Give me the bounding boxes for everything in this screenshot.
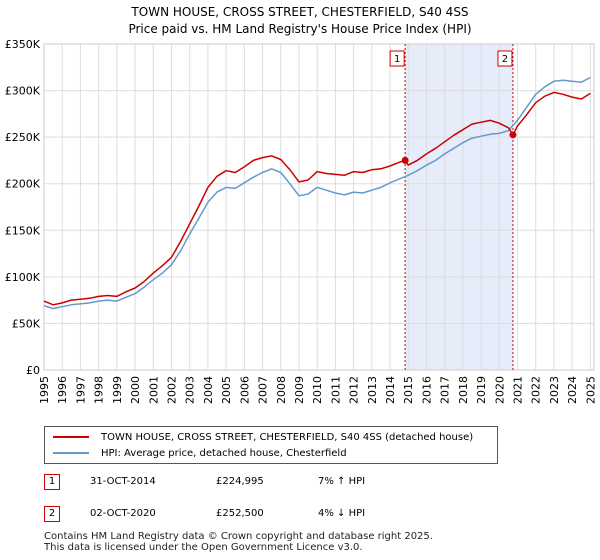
footer-line2: This data is licensed under the Open Gov… xyxy=(44,542,363,553)
chart-legend: TOWN HOUSE, CROSS STREET, CHESTERFIELD, … xyxy=(44,426,498,464)
sale-label-box xyxy=(389,50,405,67)
chart-title-line1: TOWN HOUSE, CROSS STREET, CHESTERFIELD, … xyxy=(131,5,469,19)
sale-date: 31-OCT-2014 xyxy=(90,476,156,487)
sale-hpi-change: 7% ↑ HPI xyxy=(318,476,366,487)
price-chart: £0 £50K £100K £150K £200K £250K £300K £350K 1995… xyxy=(5,38,598,404)
x-tick-label: 2021 xyxy=(512,376,525,404)
x-tick-label: 2003 xyxy=(184,376,197,404)
sale-label-box xyxy=(497,50,513,67)
x-tick-label: 2024 xyxy=(566,376,579,404)
x-tick-label: 2005 xyxy=(220,376,233,404)
series-line-hpi xyxy=(43,76,591,310)
x-tick-label: 2004 xyxy=(202,376,215,404)
sale-row: 1 31-OCT-2014 £224,995 7% ↑ HPI xyxy=(44,474,464,496)
x-tick-label: 2020 xyxy=(493,376,506,404)
x-tick-label: 2013 xyxy=(366,376,379,404)
legend-item-hpi: HPI: Average price, detached house, Ches… xyxy=(53,445,347,461)
footer-line1: Contains HM Land Registry data © Crown c… xyxy=(44,531,433,542)
y-tick-label: £250K xyxy=(5,131,41,144)
x-tick-label: 1996 xyxy=(56,376,69,404)
sale-period-shading xyxy=(405,44,513,370)
y-tick-label: £200K xyxy=(5,178,41,191)
x-tick-label: 2010 xyxy=(311,376,324,404)
x-tick-label: 2002 xyxy=(165,376,178,404)
x-tick-label: 2015 xyxy=(402,376,415,404)
chart-title: TOWN HOUSE, CROSS STREET, CHESTERFIELD, … xyxy=(0,4,600,38)
x-tick-label: 2000 xyxy=(129,376,142,404)
x-tick-label: 2009 xyxy=(293,376,306,404)
y-tick-label: £350K xyxy=(5,38,41,51)
footer-attribution: Contains HM Land Registry data © Crown c… xyxy=(44,531,433,553)
x-tick-label: 2023 xyxy=(548,376,561,404)
x-tick-label: 2001 xyxy=(147,376,160,404)
x-tick-label: 2019 xyxy=(475,376,488,404)
chart-title-line2: Price paid vs. HM Land Registry's House … xyxy=(128,22,472,36)
y-tick-label: £150K xyxy=(5,224,41,237)
x-tick-label: 2022 xyxy=(530,376,543,404)
legend-swatch-hpi xyxy=(53,452,89,454)
legend-item-property: TOWN HOUSE, CROSS STREET, CHESTERFIELD, … xyxy=(53,429,473,445)
sale-price: £224,995 xyxy=(216,476,264,487)
x-tick-label: 1998 xyxy=(93,376,106,404)
x-tick-label: 2006 xyxy=(238,376,251,404)
legend-label-hpi: HPI: Average price, detached house, Ches… xyxy=(101,447,347,459)
sale-marker-badge: 1 xyxy=(44,474,60,490)
plot-area-frame xyxy=(43,43,595,371)
y-tick-label: £50K xyxy=(12,317,41,330)
x-tick-label: 2012 xyxy=(348,376,361,404)
y-tick-label: £100K xyxy=(5,271,41,284)
x-tick-label: 2011 xyxy=(329,376,342,404)
sale-hpi-change: 4% ↓ HPI xyxy=(318,508,366,519)
x-tick-label: 2025 xyxy=(584,376,597,404)
series-line-property xyxy=(43,91,591,306)
x-tick-label: 1999 xyxy=(111,376,124,404)
sale-price: £252,500 xyxy=(216,508,264,519)
x-tick-label: 1995 xyxy=(38,376,51,404)
legend-label-property: TOWN HOUSE, CROSS STREET, CHESTERFIELD, … xyxy=(101,431,474,443)
x-tick-label: 2018 xyxy=(457,376,470,404)
sale-row: 2 02-OCT-2020 £252,500 4% ↓ HPI xyxy=(44,506,464,528)
y-tick-label: £300K xyxy=(5,85,41,98)
legend-swatch-property xyxy=(53,436,89,438)
x-tick-label: 2008 xyxy=(275,376,288,404)
y-tick-label: £0 xyxy=(26,364,40,377)
x-tick-label: 2017 xyxy=(439,376,452,404)
sale-date: 02-OCT-2020 xyxy=(90,508,156,519)
x-tick-label: 2014 xyxy=(384,376,397,404)
sale-point xyxy=(509,131,517,139)
x-tick-label: 2016 xyxy=(420,376,433,404)
x-tick-label: 2007 xyxy=(257,376,270,404)
sale-marker-badge: 2 xyxy=(44,506,60,522)
x-tick-label: 1997 xyxy=(74,376,87,404)
sale-label-number: 1 xyxy=(394,54,400,65)
sale-label-number: 2 xyxy=(502,54,508,65)
sale-point xyxy=(401,156,409,164)
